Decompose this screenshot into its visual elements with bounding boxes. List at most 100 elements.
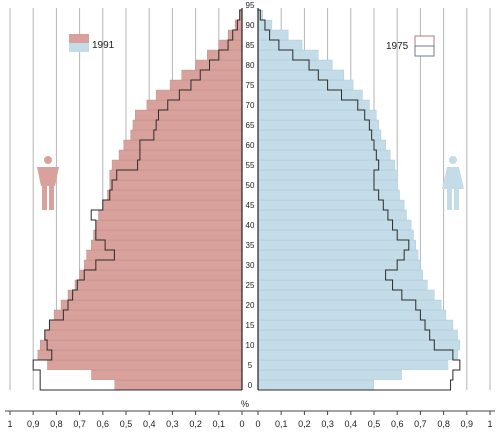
bar-1991-female [257,39,303,51]
bar-1991-female [257,289,435,301]
age-label: 95 [246,1,255,10]
x-tick-label: 1 [7,419,12,429]
bar-1991-male [132,119,243,131]
bar-1991-female [257,109,377,121]
bar-1975-female-excess [401,370,453,380]
bar-1975-male-excess [33,360,48,370]
bar-1991-female [257,309,447,321]
x-tick-label: 0,7 [414,419,427,429]
legend-1991-label: 1991 [92,40,115,51]
bar-1991-male [111,159,243,171]
bar-1975-male-excess [40,370,92,380]
age-label: 30 [246,261,255,270]
x-tick-label: 0,3 [166,419,179,429]
age-label: 45 [246,201,255,210]
bar-1991-male [227,29,243,41]
outline-bars-1975 [32,9,461,391]
bar-1991-female [257,279,428,291]
x-tick-label: 0,1 [275,419,288,429]
x-tick-label: 0 [255,419,260,429]
x-tick-label: 0,9 [27,419,40,429]
age-label: 75 [246,81,255,90]
bar-1991-female [257,339,461,351]
bar-1975-male-excess [40,380,115,390]
bar-1975-female-excess [448,360,460,370]
bar-1991-male [79,269,243,281]
x-tick-label: 0,4 [143,419,156,429]
bar-1991-female [257,149,391,161]
bar-1991-male [102,199,243,211]
age-label: 15 [246,321,255,330]
x-tick-label: 1 [487,419,492,429]
bar-1991-female [257,269,423,281]
age-label: 20 [246,301,255,310]
bar-1991-male [86,249,243,261]
bar-1991-male [84,259,243,271]
bar-1991-male [107,189,243,201]
age-label: 5 [248,361,253,370]
bar-1991-female [257,369,403,381]
bar-1991-male [218,39,243,51]
bar-1991-female [257,219,412,231]
x-axis-unit: % [241,399,249,409]
x-tick-label: 0,6 [391,419,404,429]
x-tick-label: 0,3 [321,419,334,429]
bar-1991-female [257,159,396,171]
age-label: 0 [248,381,253,390]
female-figure-icon [442,156,464,210]
x-tick-label: 0,5 [120,419,133,429]
bar-1991-male [93,229,243,241]
age-label: 80 [246,61,255,70]
x-tick-label: 0,9 [461,419,474,429]
x-tick-label: 0,7 [73,419,86,429]
age-label: 10 [246,341,255,350]
bar-1991-male [95,219,243,231]
bar-1991-male [39,339,243,351]
bar-1991-female [257,79,354,91]
bar-1991-male [114,379,243,391]
bar-1991-female [257,209,407,221]
bar-1991-male [181,69,243,81]
age-label: 60 [246,141,255,150]
age-label: 65 [246,121,255,130]
bar-1991-male [67,289,243,301]
age-label: 40 [246,221,255,230]
bar-1991-male [118,149,243,161]
legend-1975-swatch-bottom [414,45,435,57]
legend-1975-label: 1975 [386,41,409,52]
age-label: 55 [246,161,255,170]
x-tick-label: 0,5 [368,419,381,429]
bar-1991-male [123,139,243,151]
bar-1991-male [49,319,243,331]
bar-1991-female [257,179,398,191]
bar-1991-female [257,239,416,251]
bar-1991-female [257,199,405,211]
age-label: 85 [246,41,255,50]
legend-1991: 1991 [69,34,115,52]
legend-1991-female-swatch [69,43,89,52]
bar-1991-female [257,59,333,71]
bar-1991-male [74,279,243,291]
bar-1975-male-excess [91,210,99,220]
bar-1991-male [155,89,243,101]
bar-1991-female [257,319,454,331]
bar-1991-female [257,299,442,311]
bars [37,9,461,391]
bar-1991-female [257,49,319,61]
bar-1991-male [195,59,243,71]
x-tick-label: 0,2 [189,419,202,429]
bar-1991-male [90,239,243,251]
legend-1975-swatch-top [414,35,435,47]
bar-1991-female [257,29,289,41]
x-tick-label: 0 [239,419,244,429]
legend-1991-male-swatch [69,34,89,43]
bar-1991-female [257,129,382,141]
bar-1991-male [46,359,243,371]
bar-1991-male [234,19,243,31]
bar-1991-female [257,259,421,271]
age-label: 50 [246,181,255,190]
bar-1991-male [109,169,243,181]
bar-1991-female [257,169,398,181]
bar-1991-female [257,349,458,361]
